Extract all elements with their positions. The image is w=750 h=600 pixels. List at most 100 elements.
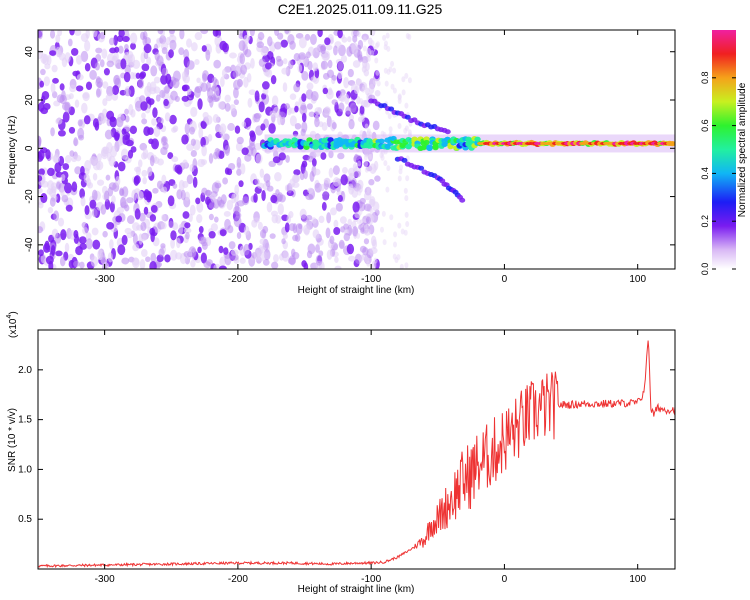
heatmap-cell [149, 81, 157, 92]
heatmap-cell [231, 253, 239, 261]
heatmap-cell [306, 103, 313, 110]
heatmap-cell [181, 84, 188, 92]
heatmap-cell [388, 106, 395, 112]
heatmap-cell [126, 215, 135, 225]
heatmap-cell [301, 160, 308, 168]
heatmap-cell [200, 252, 207, 264]
heatmap-cell [220, 76, 225, 88]
heatmap-cell [198, 127, 204, 139]
heatmap-cell [372, 78, 377, 85]
heatmap-cell [192, 158, 198, 170]
heatmap-cell [229, 52, 237, 59]
heatmap-cell [326, 212, 332, 224]
heatmap-cell [356, 218, 361, 225]
heatmap-cell [459, 197, 466, 203]
heatmap-cell [337, 61, 344, 71]
heatmap-cell [235, 142, 243, 152]
heatmap-cell [95, 88, 101, 98]
heatmap-cell [312, 229, 320, 239]
heatmap-cell [92, 30, 98, 38]
heatmap-cell [269, 233, 276, 239]
heatmap-cell [239, 53, 246, 65]
heatmap-cell [305, 214, 313, 221]
heatmap-cell [75, 155, 82, 162]
heatmap-cell [407, 77, 412, 84]
heatmap-cell [140, 100, 148, 111]
heatmap-cell [138, 159, 143, 168]
heatmap-cell [49, 197, 56, 207]
heatmap-cell [260, 46, 269, 57]
heatmap-cell [327, 87, 333, 96]
heatmap-cell [315, 254, 323, 266]
heatmap-cell [231, 193, 236, 204]
heatmap-cell [186, 143, 194, 151]
heatmap-cell [124, 30, 130, 35]
heatmap-cell [248, 89, 257, 96]
heatmap-cell [317, 107, 323, 115]
heatmap-cell [186, 174, 194, 185]
heatmap-cell [393, 231, 398, 238]
heatmap-cell [75, 245, 83, 256]
heatmap-cell [57, 30, 63, 37]
heatmap-cell [347, 36, 352, 43]
heatmap-cell [331, 75, 338, 81]
heatmap-cell [184, 191, 190, 201]
snr-frame [37, 329, 676, 570]
heatmap-cell [109, 239, 114, 250]
heatmap-cell [405, 175, 410, 182]
colorbar-tick-label: 0.0 [700, 263, 710, 276]
heatmap-cell [48, 234, 55, 243]
heatmap-cell [76, 73, 84, 81]
heatmap-cell [102, 146, 110, 155]
snr-plot-area [38, 340, 675, 569]
heatmap-cell [378, 138, 385, 144]
heatmap-cell [109, 116, 118, 128]
heatmap-cell [149, 214, 157, 222]
heatmap-cell [127, 149, 134, 159]
heatmap-cell [214, 147, 220, 157]
heatmap-cell [213, 263, 221, 269]
heatmap-cell [43, 76, 51, 87]
heatmap-cell [50, 245, 56, 256]
heatmap-cell [310, 33, 317, 45]
heatmap-cell [297, 64, 303, 73]
heatmap-cell [389, 214, 394, 221]
heatmap-cell [104, 198, 111, 210]
heatmap-cell [241, 147, 249, 156]
heatmap-cell [349, 172, 355, 180]
heatmap-cell [387, 113, 392, 120]
heatmap-cell [119, 196, 127, 208]
heatmap-cell [59, 83, 65, 91]
heatmap-cell [258, 58, 266, 67]
heatmap-cell [385, 32, 390, 39]
y-tick-label: 0 [24, 145, 35, 151]
heatmap-cell [150, 231, 155, 243]
heatmap-cell [369, 247, 378, 255]
heatmap-cell [357, 201, 366, 212]
heatmap-cell [353, 85, 360, 95]
heatmap-cell [82, 226, 89, 235]
chart-title: C2E1.2025.011.09.11.G25 [278, 1, 443, 17]
heatmap-cell [226, 199, 234, 211]
heatmap-cell [201, 241, 208, 251]
heatmap-cell [270, 194, 278, 204]
heatmap-cell [186, 38, 193, 48]
heatmap-cell [196, 214, 203, 224]
heatmap-cell [243, 34, 251, 42]
heatmap-cell [181, 95, 189, 102]
heatmap-cell [371, 200, 376, 207]
heatmap-cell [198, 226, 204, 234]
heatmap-cell [79, 188, 86, 199]
heatmap-cell [300, 128, 306, 137]
heatmap-cell [184, 222, 191, 229]
heatmap-cell [314, 182, 322, 193]
heatmap-cell [307, 243, 316, 255]
heatmap-cell [321, 54, 330, 61]
heatmap-cell [343, 223, 349, 231]
heatmap-cell [106, 222, 115, 230]
heatmap-cell [45, 149, 51, 160]
heatmap-cell [282, 82, 288, 93]
heatmap-cell [262, 258, 270, 266]
heatmap-cell [323, 177, 331, 184]
heatmap-cell [115, 116, 124, 128]
